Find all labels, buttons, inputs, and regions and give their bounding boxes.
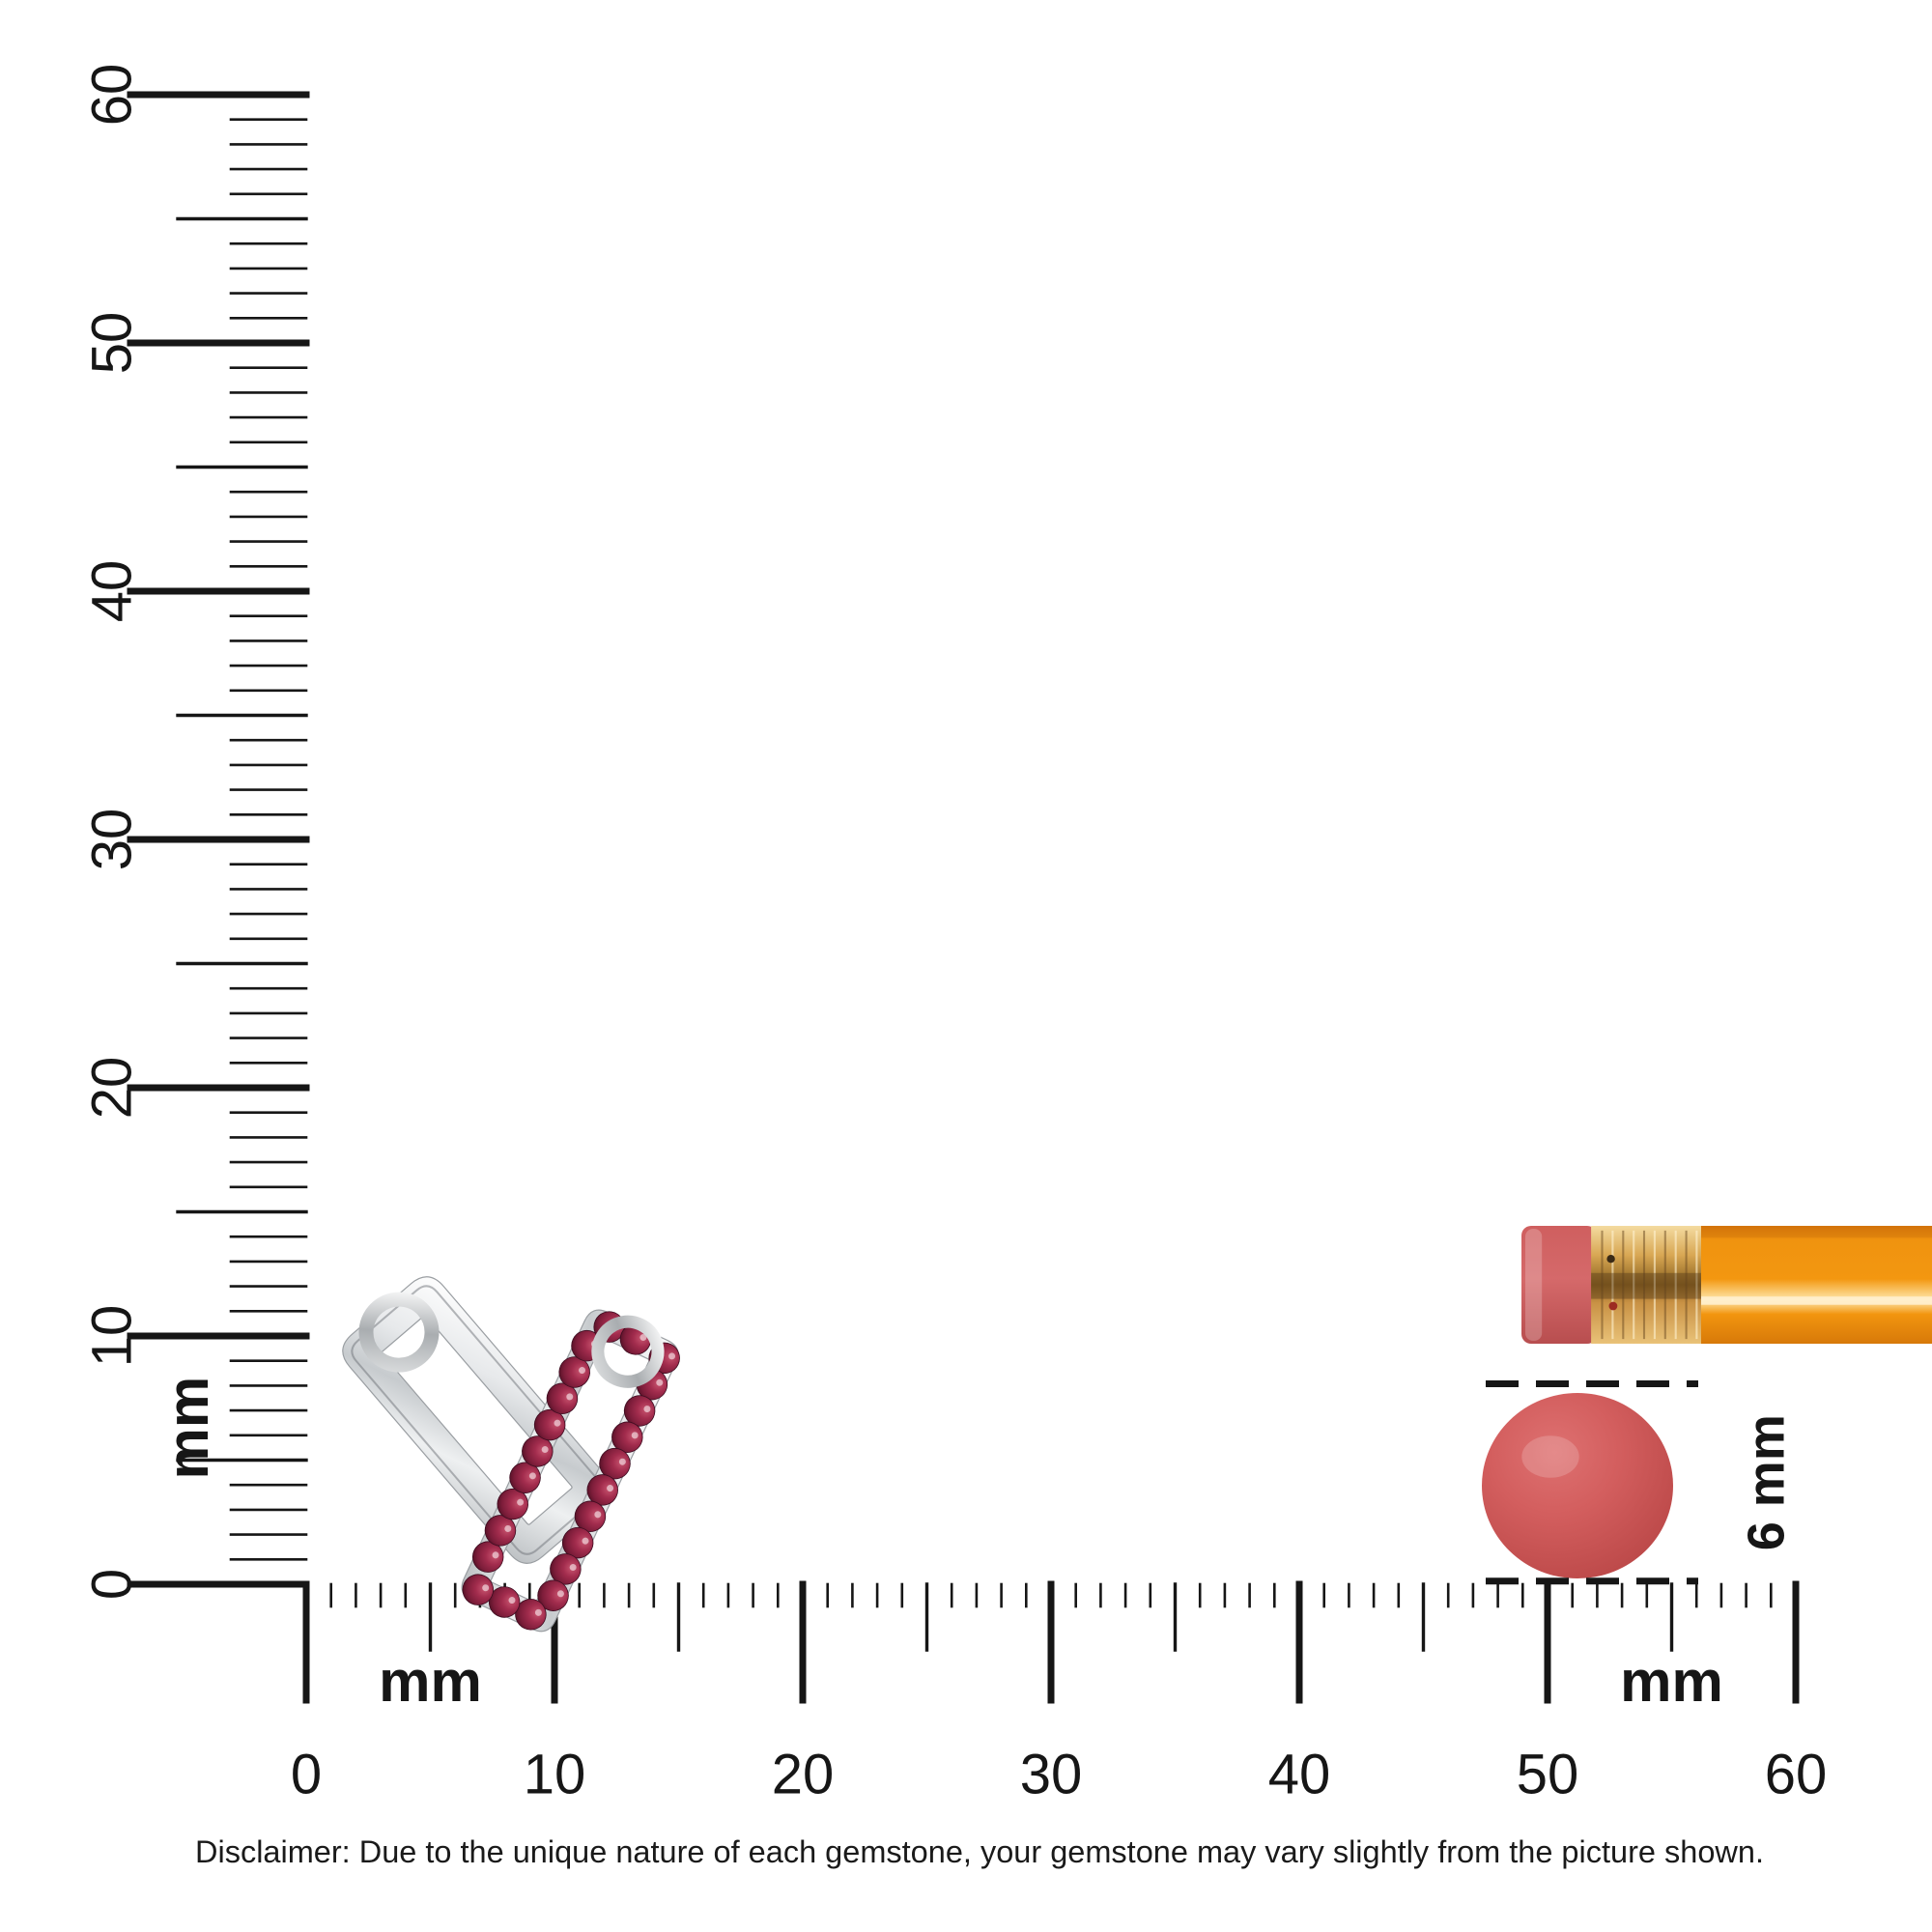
svg-text:50: 50 — [1517, 1744, 1579, 1806]
svg-text:mm: mm — [1620, 1649, 1723, 1714]
svg-text:40: 40 — [1268, 1744, 1331, 1806]
svg-text:40: 40 — [80, 560, 143, 623]
svg-text:mm: mm — [379, 1649, 482, 1714]
svg-text:30: 30 — [1020, 1744, 1083, 1806]
svg-text:6 mm: 6 mm — [1737, 1414, 1795, 1550]
svg-text:50: 50 — [80, 312, 143, 375]
svg-text:10: 10 — [80, 1305, 143, 1368]
svg-text:60: 60 — [80, 64, 143, 127]
svg-text:0: 0 — [80, 1569, 143, 1600]
svg-text:0: 0 — [291, 1744, 322, 1806]
svg-text:60: 60 — [1765, 1744, 1828, 1806]
svg-text:20: 20 — [772, 1744, 835, 1806]
svg-text:20: 20 — [80, 1057, 143, 1120]
svg-text:30: 30 — [80, 809, 143, 871]
svg-text:10: 10 — [524, 1744, 586, 1806]
svg-text:mm: mm — [156, 1377, 220, 1480]
